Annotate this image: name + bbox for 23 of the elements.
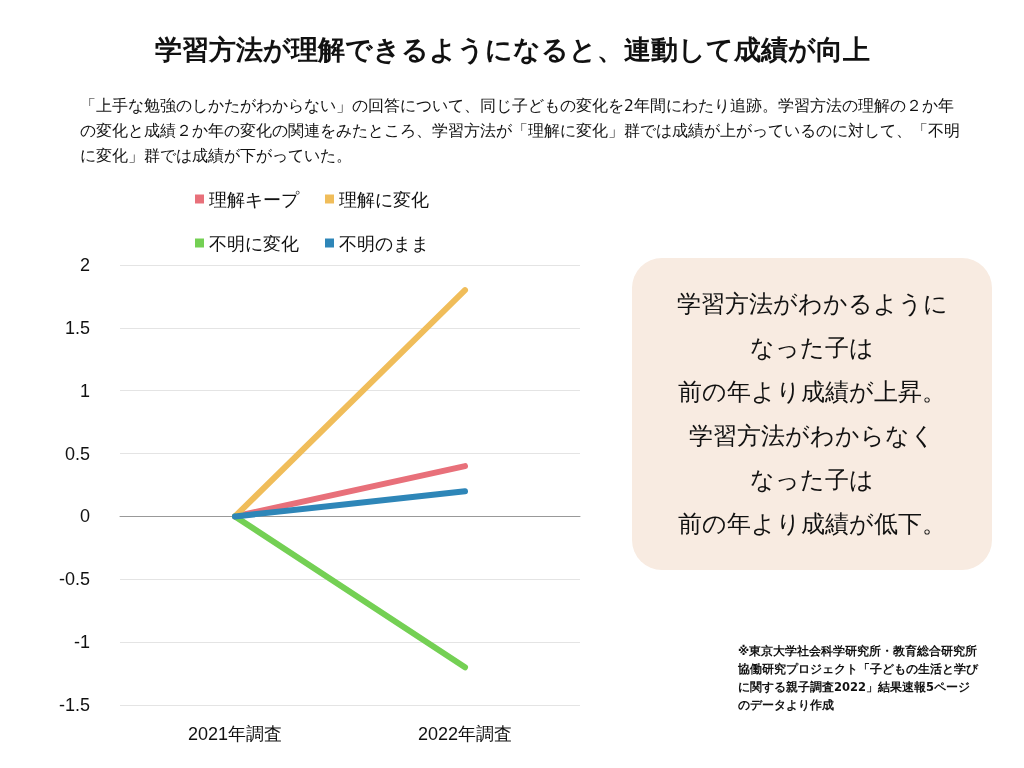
text: 学習方法がわかるように xyxy=(676,289,948,320)
y-tick-label: 1.5 xyxy=(64,317,90,338)
legend-label: 不明に変化 xyxy=(209,232,299,254)
text: 前の年より成績が低下。 xyxy=(678,509,946,540)
x-tick-label: 2022年調査 xyxy=(417,724,513,744)
x-tick-label: 2021年調査 xyxy=(187,724,283,744)
y-tick-label: -1 xyxy=(73,632,90,653)
y-tick-label: 0 xyxy=(79,506,90,527)
text: 前の年より成績が上昇。 xyxy=(678,377,946,408)
text: 学習方法がわからなく xyxy=(689,421,935,452)
legend-label: 不明のまま xyxy=(339,232,429,254)
y-tick-label: 2 xyxy=(79,255,90,275)
text: ※東京大学社会科学研究所・教育総合研究所協働研究プロジェクト「子どもの生活と学びに関する親子調査2022」結果速報5ページのデータより作成 xyxy=(738,643,978,714)
y-tick-label: 0.5 xyxy=(64,443,90,464)
legend-label: 理解に変化 xyxy=(339,188,429,210)
text: なった子は xyxy=(750,465,874,496)
legend-label: 理解キープ xyxy=(209,188,300,210)
chart-title: 学習方法が理解できるようになると、連動して成績が向上 xyxy=(153,33,871,67)
chart-subtitle: 「上手な勉強のしかたがわからない」の回答について、同じ子どもの変化を2年間にわたり追跡。学習方法の理解の２か年の変化と成績２か年の変化の関連をみたところ、学習方法が「理解に変化」群では成績が上がっているのに対して、「不明に変化」群では成績が下がっていた。 xyxy=(80,96,960,167)
y-tick-label: 1 xyxy=(79,380,90,401)
y-tick-label: -1.5 xyxy=(58,695,90,715)
y-tick-label: -0.5 xyxy=(58,569,90,590)
text: なった子は xyxy=(750,333,874,364)
